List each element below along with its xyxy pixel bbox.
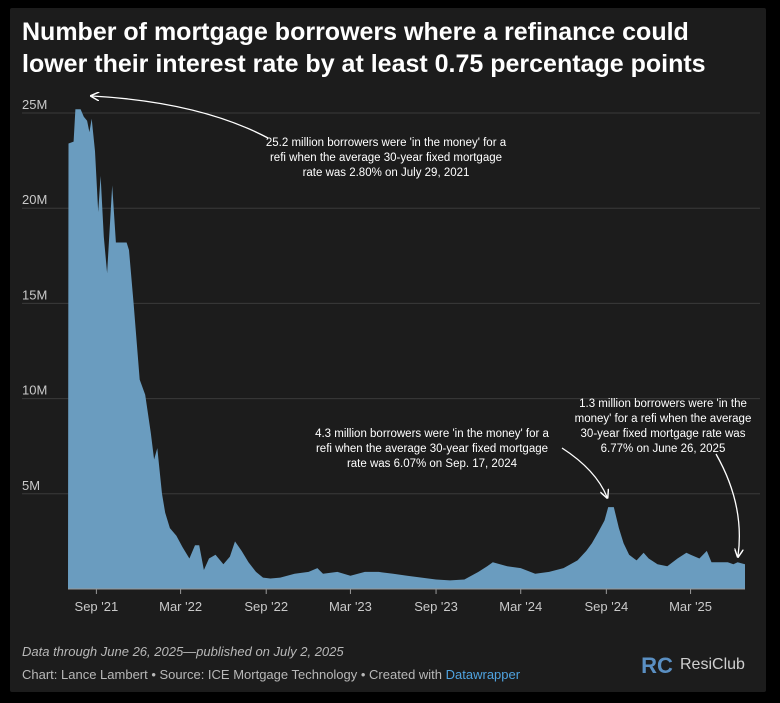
x-tick-label-6: Sep '24	[584, 599, 628, 614]
annotation-2-line-3: 6.77% on June 26, 2025	[601, 443, 726, 455]
x-tick-label-1: Mar '22	[159, 599, 202, 614]
y-tick-label-3: 20M	[22, 192, 47, 207]
x-tick-label-3: Mar '23	[329, 599, 372, 614]
chart-title-line-2: lower their interest rate by at least 0.…	[22, 50, 706, 78]
y-tick-label-2: 15M	[22, 287, 47, 302]
annotations: 25.2 million borrowers were 'in the mone…	[92, 96, 751, 556]
annotation-2-line-1: money' for a refi when the average	[575, 413, 752, 425]
y-tick-label-4: 25M	[22, 97, 47, 112]
y-tick-label-0: 5M	[22, 478, 40, 493]
annotation-1-line-1: refi when the average 30-year fixed mort…	[316, 443, 548, 455]
area-series	[68, 109, 745, 589]
annotation-0-line-2: rate was 2.80% on July 29, 2021	[303, 167, 470, 179]
credit-text: Chart: Lance Lambert • Source: ICE Mortg…	[22, 667, 446, 682]
annotation-2-line-0: 1.3 million borrowers were 'in the	[579, 398, 747, 410]
x-tick-label-5: Mar '24	[499, 599, 542, 614]
x-axis-ticks: Sep '21 Mar '22 Sep '22 Mar '23 Sep '23 Mar '…	[75, 589, 712, 614]
y-axis-ticks: 5M 10M 15M 20M 25M	[22, 97, 47, 493]
resiclub-logo-mark: RC	[640, 651, 674, 679]
annotation-0-line-1: refi when the average 30-year fixed mort…	[270, 152, 502, 164]
datawrapper-link[interactable]: Datawrapper	[445, 667, 521, 682]
x-tick-label-4: Sep '23	[414, 599, 458, 614]
annotation-2-line-2: 30-year fixed mortgage rate was	[581, 428, 746, 440]
resiclub-logo: RC ResiClub	[640, 651, 745, 679]
chart-title: Number of mortgage borrowers where a ref…	[22, 16, 762, 80]
annotation-arrow-2	[715, 453, 739, 556]
logo-mark-letters: RC	[641, 653, 673, 678]
x-tick-label-0: Sep '21	[75, 599, 119, 614]
annotation-arrow-0	[92, 96, 269, 139]
chart-credit: Chart: Lance Lambert • Source: ICE Mortg…	[22, 667, 520, 682]
y-tick-label-1: 10M	[22, 383, 47, 398]
data-note: Data through June 26, 2025—published on …	[22, 644, 344, 659]
annotation-arrow-1	[561, 447, 607, 497]
annotation-1-line-0: 4.3 million borrowers were 'in the money…	[315, 428, 549, 440]
annotation-1: 4.3 million borrowers were 'in the money…	[315, 428, 607, 497]
annotation-2: 1.3 million borrowers were 'in the money'…	[575, 398, 752, 556]
x-tick-label-7: Mar '25	[669, 599, 712, 614]
x-tick-label-2: Sep '22	[244, 599, 288, 614]
logo-wordmark: ResiClub	[680, 656, 745, 673]
chart-title-line-1: Number of mortgage borrowers where a ref…	[22, 18, 689, 46]
annotation-0: 25.2 million borrowers were 'in the mone…	[92, 96, 507, 179]
annotation-0-line-0: 25.2 million borrowers were 'in the mone…	[266, 137, 507, 149]
annotation-1-line-2: rate was 6.07% on Sep. 17, 2024	[347, 458, 518, 470]
